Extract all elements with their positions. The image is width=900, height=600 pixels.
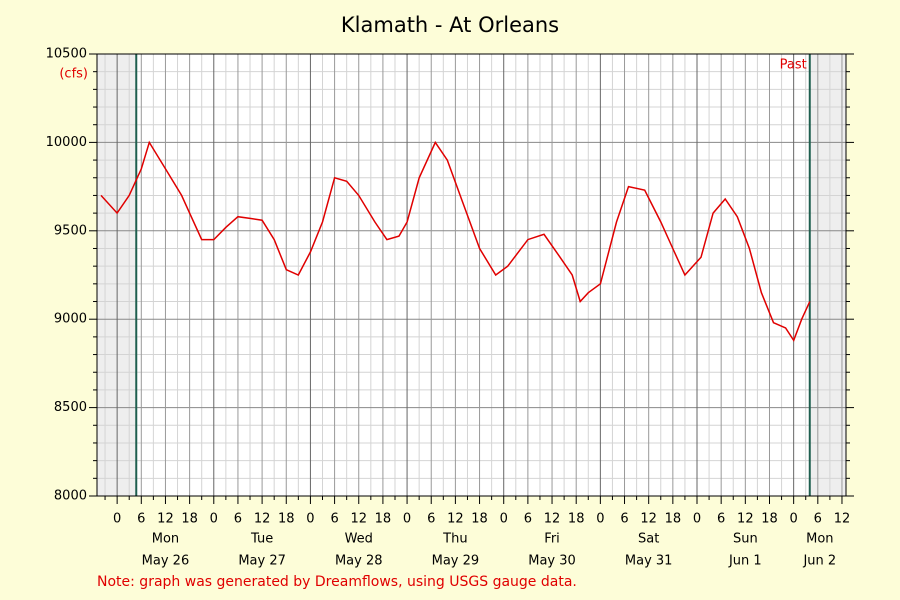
x-tick-label: 12 (350, 512, 367, 527)
y-tick-label: 9500 (54, 223, 87, 238)
x-tick-label: 6 (717, 512, 725, 527)
x-tick-label: 18 (471, 512, 488, 527)
x-tick-label: 18 (181, 512, 198, 527)
x-tick-label: 12 (737, 512, 754, 527)
day-label: Tue (250, 532, 273, 547)
past-label: Past (780, 58, 807, 73)
x-tick-label: 18 (568, 512, 585, 527)
x-tick-label: 0 (596, 512, 604, 527)
chart-title: Klamath - At Orleans (341, 13, 559, 37)
y-tick-label: 10500 (46, 47, 87, 62)
note: Note: graph was generated by Dreamflows,… (97, 574, 577, 590)
plot-frame (96, 53, 847, 497)
day-label: Thu (442, 532, 467, 547)
x-tick-label: 18 (761, 512, 778, 527)
date-label: May 28 (335, 554, 383, 569)
x-tick-label: 0 (210, 512, 218, 527)
x-tick-label: 0 (500, 512, 508, 527)
date-label: May 29 (432, 554, 480, 569)
date-label: Jun 1 (728, 554, 762, 569)
flow-line (100, 140, 811, 343)
y-tick-label: 8500 (54, 400, 87, 415)
date-label: May 31 (625, 554, 673, 569)
x-tick-label: 12 (834, 512, 851, 527)
x-tick-label: 6 (814, 512, 822, 527)
x-tick-label: 12 (254, 512, 271, 527)
date-label: May 26 (142, 554, 190, 569)
x-tick-label: 6 (524, 512, 532, 527)
y-tick-label: 10000 (46, 135, 87, 150)
x-tick-label: 18 (665, 512, 682, 527)
x-tick-label: 18 (278, 512, 295, 527)
day-label: Mon (152, 532, 179, 547)
date-label: May 27 (238, 554, 286, 569)
x-tick-label: 12 (544, 512, 561, 527)
x-tick-label: 12 (640, 512, 657, 527)
date-label: Jun 2 (802, 554, 836, 569)
x-tick-label: 18 (375, 512, 392, 527)
x-tick-label: 0 (790, 512, 798, 527)
x-tick-label: 12 (157, 512, 174, 527)
x-tick-label: 0 (113, 512, 121, 527)
x-tick-label: 6 (620, 512, 628, 527)
day-label: Fri (544, 532, 560, 547)
shade (97, 54, 137, 496)
x-tick-label: 6 (234, 512, 242, 527)
x-tick-label: 0 (693, 512, 701, 527)
x-tick-label: 0 (403, 512, 411, 527)
y-unit: (cfs) (59, 67, 88, 82)
x-tick-label: 6 (427, 512, 435, 527)
x-tick-label: 6 (137, 512, 145, 527)
x-tick-label: 12 (447, 512, 464, 527)
y-tick-label: 8000 (54, 489, 87, 504)
day-label: Sat (638, 532, 659, 547)
day-label: Wed (345, 532, 373, 547)
x-tick-label: 6 (330, 512, 338, 527)
day-label: Mon (806, 532, 833, 547)
shade (809, 54, 846, 496)
x-tick-label: 0 (306, 512, 314, 527)
y-tick-label: 9000 (54, 312, 87, 327)
day-label: Sun (733, 532, 758, 547)
date-label: May 30 (528, 554, 576, 569)
